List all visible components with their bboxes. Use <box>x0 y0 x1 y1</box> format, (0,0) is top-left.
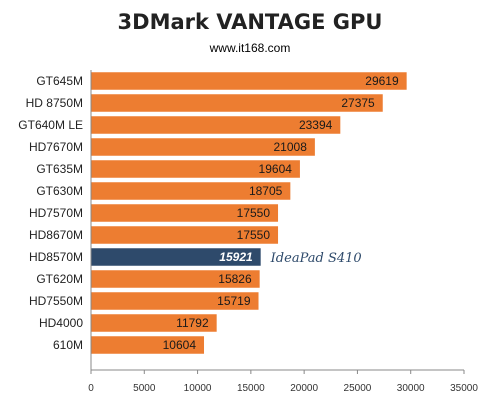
category-label: HD 8750M <box>26 96 83 110</box>
x-tick-label: 0 <box>88 383 94 394</box>
value-label: 11792 <box>176 316 209 330</box>
category-labels: GT645M HD 8750M GT640M LE HD7670M GT635M GT63… <box>18 74 83 352</box>
value-label: 17550 <box>237 228 271 242</box>
bars-layer <box>91 72 407 354</box>
bar-hd7570m <box>91 204 279 222</box>
x-tick-label: 30000 <box>397 383 425 394</box>
bar-hd8670m <box>91 226 279 244</box>
value-label: 29619 <box>365 74 399 88</box>
bar-hd7550m <box>91 292 259 310</box>
category-label: GT630M <box>36 184 83 198</box>
bar-gt635m <box>91 160 300 178</box>
category-label: GT620M <box>36 272 83 286</box>
bar-gt640m-le <box>91 116 341 134</box>
bar-610m <box>91 336 205 354</box>
bar-gt645m <box>91 72 407 90</box>
value-label: 19604 <box>259 162 293 176</box>
highlight-annotation: IdeaPad S410 <box>270 251 362 266</box>
category-label: HD4000 <box>39 316 83 330</box>
category-label: HD7550M <box>29 294 83 308</box>
value-label: 18705 <box>249 184 283 198</box>
bar-hd-8750m <box>91 94 383 112</box>
x-tick-label: 25000 <box>344 383 372 394</box>
value-label: 23394 <box>299 118 333 132</box>
x-tick-label: 15000 <box>237 383 265 394</box>
x-tick-label: 35000 <box>450 383 478 394</box>
value-label: 15826 <box>218 272 252 286</box>
category-label: HD7670M <box>29 140 83 154</box>
bar-gt630m <box>91 182 291 200</box>
bar-hd7670m <box>91 138 315 156</box>
category-label: GT635M <box>36 162 83 176</box>
bar-hd4000 <box>91 314 217 332</box>
value-label: 10604 <box>163 338 197 352</box>
value-label: 17550 <box>237 206 271 220</box>
x-axis: 0 5000 10000 15000 20000 25000 30000 35000 <box>88 70 478 394</box>
x-tick-label: 10000 <box>184 383 212 394</box>
bar-hd8570m <box>91 248 261 266</box>
x-tick-label: 5000 <box>133 383 156 394</box>
value-label: 21008 <box>274 140 308 154</box>
value-label: 15719 <box>217 294 251 308</box>
value-label: 27375 <box>341 96 375 110</box>
x-tick-label: 20000 <box>290 383 318 394</box>
value-label: 15921 <box>219 250 253 264</box>
category-label: GT640M LE <box>18 118 83 132</box>
category-label: 610M <box>53 338 83 352</box>
bar-gt620m <box>91 270 260 288</box>
category-label: GT645M <box>36 74 83 88</box>
category-label: HD7570M <box>29 206 83 220</box>
category-label: HD8570M <box>29 250 83 264</box>
category-label: HD8670M <box>29 228 83 242</box>
chart-title: 3DMark VANTAGE GPU <box>117 10 383 34</box>
value-labels: 29619 27375 23394 21008 19604 18705 17550 17550… <box>163 74 399 352</box>
chart-subtitle: www.it168.com <box>209 41 291 55</box>
